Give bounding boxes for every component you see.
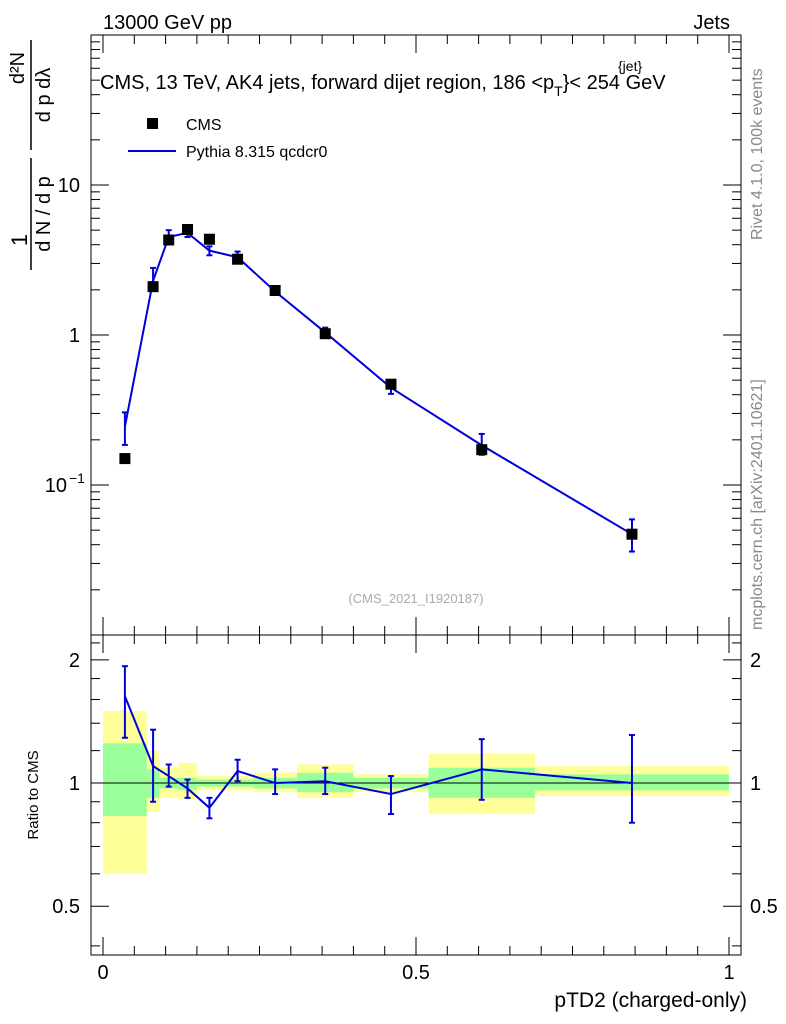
y-tick-label: 1	[69, 325, 80, 347]
legend: CMS Pythia 8.315 qcdcr0	[128, 117, 328, 161]
cms-data-point	[626, 528, 638, 540]
cms-data-point	[319, 328, 331, 340]
ratio-y-tick-label-left: 1	[69, 773, 80, 795]
ratio-axis-ticks: 0.5 0.5 1 1 2 2	[52, 642, 778, 947]
cms-data-point	[119, 453, 131, 465]
x-axis-label: pTD2 (charged-only)	[554, 989, 747, 1012]
x-tick-label: 0.5	[402, 962, 430, 984]
title-main: CMS, 13 TeV, AK4 jets, forward dijet reg…	[100, 72, 554, 94]
y-label-denominator-2: d p dλ	[33, 68, 55, 122]
title-end: }< 254 GeV	[563, 72, 667, 94]
plot-title: CMS, 13 TeV, AK4 jets, forward dijet reg…	[100, 72, 666, 99]
analysis-watermark: (CMS_2021_I1920187)	[348, 591, 483, 606]
cms-data-point	[147, 281, 159, 293]
cms-data-point	[232, 253, 244, 265]
legend-data-marker	[147, 118, 158, 129]
title-superscript: {jet}	[618, 58, 642, 74]
y-tick-label: 10	[58, 175, 80, 197]
cms-data-point	[269, 285, 281, 297]
y-axis-label-main: 1 d N / d p d²N d p dλ	[7, 40, 55, 270]
ratio-y-tick-label-right: 1	[750, 773, 761, 795]
cms-data-point	[182, 224, 194, 236]
title-subscript: T	[554, 83, 563, 99]
ratio-y-tick-label-right: 0.5	[750, 896, 778, 918]
ratio-mc-line	[123, 695, 633, 810]
mcplots-label: mcplots.cern.ch [arXiv:2401.10621]	[749, 379, 766, 630]
main-series	[119, 224, 638, 553]
cms-data-point	[385, 378, 397, 390]
rivet-label: Rivet 4.1.0, 100k events	[749, 68, 766, 240]
y-label-denominator-1: d N / d p	[33, 176, 55, 252]
ratio-y-label: Ratio to CMS	[25, 750, 42, 839]
ratio-y-tick-label-left: 0.5	[52, 896, 80, 918]
ratio-series	[121, 665, 635, 824]
x-tick-label: 1	[723, 962, 734, 984]
energy-label: 13000 GeV pp	[103, 12, 232, 34]
ratio-y-tick-label-left: 2	[69, 650, 80, 672]
y-label-prefactor: 1	[7, 234, 32, 246]
legend-data-label: CMS	[186, 117, 222, 134]
cms-data-point	[203, 233, 215, 245]
ratio-band-inner	[103, 743, 147, 817]
mc-line	[123, 231, 633, 536]
y-label-numerator-2: d²N	[7, 52, 29, 84]
category-label: Jets	[693, 12, 730, 34]
cms-data-point	[163, 234, 175, 246]
x-tick-label: 0	[97, 962, 108, 984]
y-tick-exponent: −1	[69, 470, 85, 486]
ratio-y-tick-label-right: 2	[750, 650, 761, 672]
legend-mc-label: Pythia 8.315 qcdcr0	[186, 144, 328, 161]
y-tick-label: 10	[45, 475, 67, 497]
cms-data-point	[476, 444, 488, 456]
